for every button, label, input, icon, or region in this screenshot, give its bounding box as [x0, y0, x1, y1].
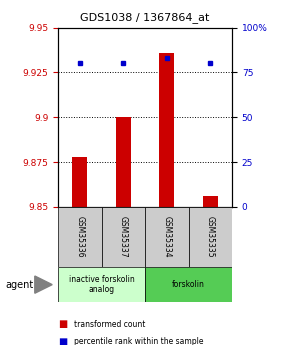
Text: forskolin: forskolin [172, 280, 205, 289]
Text: GSM35337: GSM35337 [119, 216, 128, 258]
Text: ■: ■ [58, 319, 67, 329]
Text: percentile rank within the sample: percentile rank within the sample [74, 337, 204, 345]
Bar [58, 207, 102, 267]
Bar [203, 196, 218, 207]
Text: GSM35335: GSM35335 [206, 216, 215, 258]
Bar [102, 207, 145, 267]
Bar [58, 267, 145, 302]
Bar [159, 53, 174, 207]
Text: GSM35334: GSM35334 [162, 216, 171, 258]
Bar [72, 157, 87, 207]
Text: transformed count: transformed count [74, 320, 145, 329]
Bar [188, 207, 232, 267]
Bar [116, 117, 131, 207]
Text: ■: ■ [58, 337, 67, 345]
Text: agent: agent [6, 280, 34, 289]
Text: inactive forskolin
analog: inactive forskolin analog [69, 275, 134, 294]
Text: GSM35336: GSM35336 [75, 216, 84, 258]
Text: GDS1038 / 1367864_at: GDS1038 / 1367864_at [80, 12, 210, 23]
Bar [145, 207, 188, 267]
Bar [145, 267, 232, 302]
